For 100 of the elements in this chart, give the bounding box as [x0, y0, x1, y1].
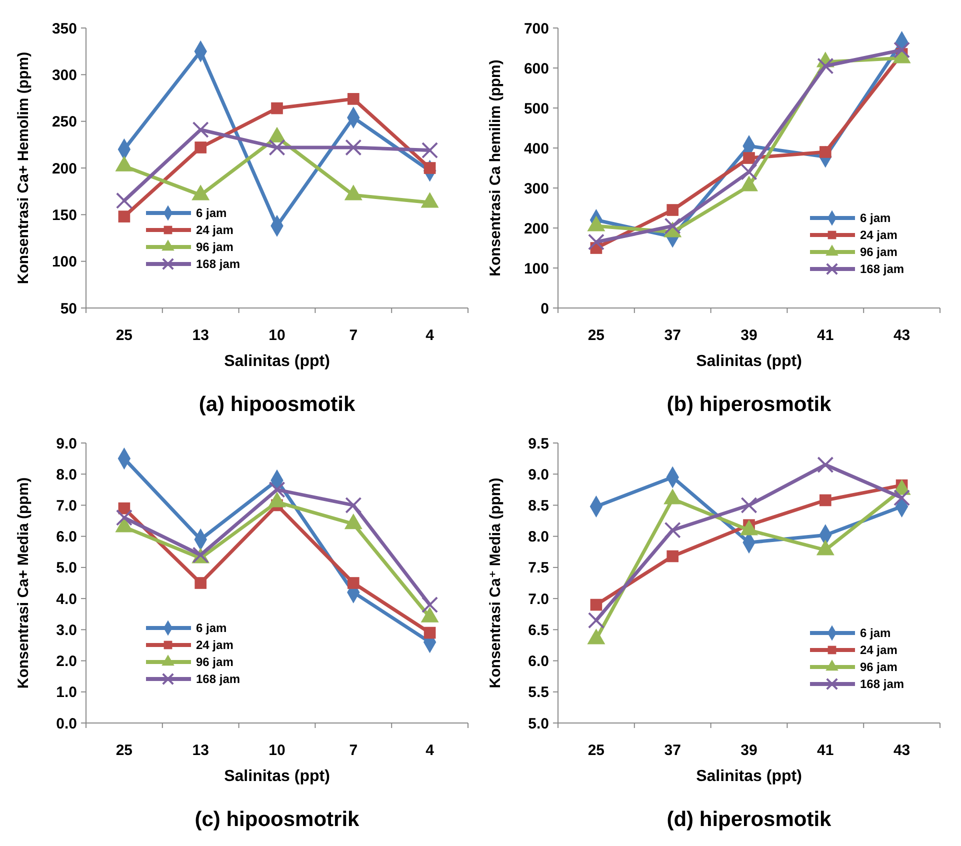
- x-tick-label: 41: [817, 327, 834, 344]
- y-tick-label: 5.0: [56, 560, 77, 577]
- point: [116, 192, 132, 209]
- y-tick-label: 9.5: [528, 435, 549, 452]
- legend-label: 6 jam: [860, 626, 891, 640]
- legend-label: 96 jam: [860, 660, 898, 674]
- point: [194, 142, 207, 154]
- legend-label: 168 jam: [196, 672, 240, 686]
- point: [268, 139, 286, 156]
- point: [819, 494, 832, 506]
- y-tick-label: 6.0: [56, 528, 77, 546]
- legend-label: 6 jam: [860, 211, 891, 226]
- text: (a) hipoosmotik: [198, 393, 356, 416]
- y-tick-label: 9.0: [528, 466, 549, 484]
- point: [588, 234, 604, 250]
- x-tick-label: 39: [740, 327, 758, 344]
- point: [345, 496, 362, 514]
- point: [118, 210, 130, 222]
- point: [192, 121, 209, 138]
- x-tick-label: 4: [426, 327, 435, 344]
- x-tick-label: 39: [740, 742, 758, 759]
- x-tick-label: 7: [349, 327, 358, 344]
- x-tick-label: 7: [349, 742, 358, 759]
- x-tick-label: 25: [116, 327, 133, 344]
- x-tick-label: 4: [426, 742, 435, 759]
- legend-label: 168 jam: [860, 677, 904, 692]
- y-tick-label: 100: [52, 254, 77, 271]
- point: [347, 93, 360, 105]
- y-tick-label: 300: [524, 180, 549, 198]
- point: [116, 509, 132, 526]
- y-tick-label: 200: [524, 220, 549, 238]
- point: [894, 42, 910, 58]
- y-tick-label: 50: [60, 300, 77, 318]
- legend-label: 96 jam: [860, 245, 898, 260]
- x-tick-label: 13: [192, 327, 209, 344]
- point: [194, 577, 207, 589]
- text: (c) hipoosmotrik: [194, 808, 360, 831]
- point: [422, 142, 438, 159]
- point: [347, 577, 360, 589]
- y-tick-label: 700: [524, 20, 549, 38]
- y-tick-label: 0.0: [56, 715, 77, 732]
- y-tick-label: 3.0: [56, 622, 77, 639]
- y-tick-label: 5.5: [528, 684, 549, 702]
- x-axis-title: Salinitas (ppt): [224, 353, 330, 370]
- x-axis-title: Salinitas (ppt): [696, 353, 802, 370]
- y-tick-label: 0: [540, 300, 549, 318]
- y-tick-label: 8.0: [56, 466, 77, 484]
- y-tick-label: 100: [524, 260, 549, 278]
- y-tick-label: 300: [52, 66, 77, 84]
- y-tick-label: 7.0: [56, 497, 77, 514]
- legend-label: 96 jam: [196, 240, 234, 254]
- point: [664, 218, 681, 234]
- point: [817, 58, 834, 74]
- x-tick-label: 43: [893, 742, 910, 759]
- x-tick-label: 43: [893, 327, 910, 344]
- point: [817, 456, 834, 474]
- legend-label: 6 jam: [196, 621, 227, 636]
- x-axis-title: Salinitas (ppt): [696, 768, 802, 785]
- y-tick-label: 4.0: [56, 590, 77, 608]
- point: [666, 204, 679, 216]
- point: [664, 522, 681, 538]
- y-tick-label: 600: [524, 60, 549, 78]
- point: [894, 489, 910, 506]
- point: [740, 164, 758, 180]
- legend-label: 24 jam: [196, 638, 234, 652]
- point: [819, 146, 832, 158]
- point: [422, 596, 438, 614]
- point: [424, 626, 436, 639]
- y-axis-title: Konsentrasi Ca hemilim (ppm): [487, 60, 504, 276]
- legend-label: 24 jam: [860, 643, 898, 658]
- x-tick-label: 25: [588, 742, 605, 759]
- x-axis-title: Salinitas (ppt): [224, 768, 330, 785]
- y-tick-label: 9.0: [56, 435, 77, 452]
- point: [268, 481, 286, 498]
- point: [743, 152, 755, 164]
- y-tick-label: 8.5: [528, 497, 549, 514]
- y-tick-label: 7.5: [528, 560, 549, 577]
- legend-label: 168 jam: [196, 257, 240, 272]
- text: (b) hiperosmotik: [666, 393, 832, 416]
- y-tick-label: 8.0: [528, 528, 549, 546]
- x-tick-label: 37: [664, 327, 681, 344]
- legend-label: 24 jam: [860, 228, 898, 242]
- x-tick-label: 13: [192, 742, 209, 759]
- y-tick-label: 150: [52, 206, 77, 224]
- point: [666, 550, 679, 562]
- y-tick-label: 400: [524, 140, 549, 158]
- x-tick-label: 10: [268, 327, 286, 344]
- y-tick-label: 500: [524, 100, 549, 118]
- legend-label: 24 jam: [196, 223, 234, 238]
- point: [590, 598, 602, 611]
- x-tick-label: 41: [817, 742, 834, 759]
- y-tick-label: 350: [52, 20, 77, 38]
- y-axis-title: Konsentrasi Ca+ Media (ppm): [15, 477, 32, 689]
- x-tick-label: 25: [588, 327, 605, 344]
- legend-label: 96 jam: [196, 655, 234, 670]
- y-tick-label: 5.0: [528, 715, 549, 732]
- y-tick-label: 6.5: [528, 622, 549, 639]
- x-tick-label: 10: [268, 742, 286, 759]
- y-tick-label: 1.0: [56, 684, 77, 702]
- legend-label: 6 jam: [196, 206, 227, 220]
